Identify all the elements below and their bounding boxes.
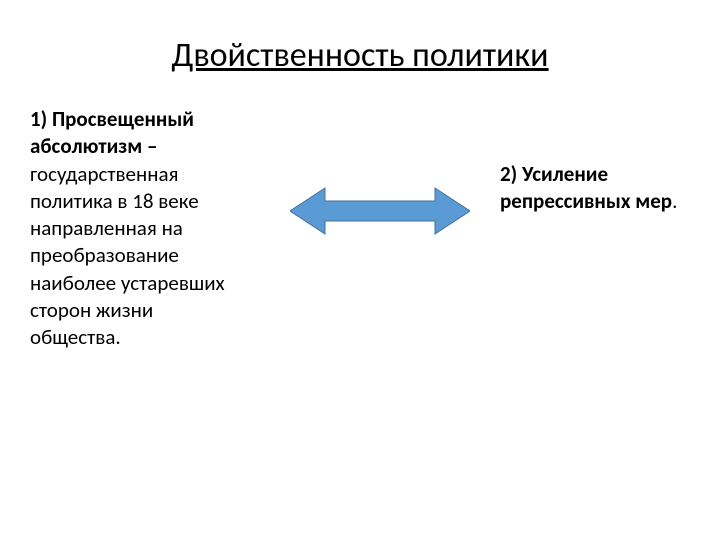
content-area: 1) Просвещенный абсолютизм – государстве…	[30, 106, 690, 352]
arrow-icon	[290, 186, 470, 236]
double-arrow	[290, 186, 470, 236]
left-number: 1)	[30, 106, 52, 132]
right-text-block: 2) Усиление репрессивных мер.	[500, 161, 700, 216]
right-number: 2)	[500, 161, 522, 187]
arrow-shape	[290, 188, 470, 234]
left-normal-text: государственная политика в 18 веке напра…	[30, 161, 225, 351]
right-bold-text: Усиление репрессивных мер	[500, 161, 672, 214]
left-text-block: 1) Просвещенный абсолютизм – государстве…	[30, 106, 240, 352]
right-period: .	[672, 188, 677, 214]
slide-container: Двойственность политики 1) Просвещенный …	[0, 0, 720, 540]
left-bold-text: Просвещенный абсолютизм –	[30, 106, 194, 159]
slide-title: Двойственность политики	[30, 35, 690, 76]
